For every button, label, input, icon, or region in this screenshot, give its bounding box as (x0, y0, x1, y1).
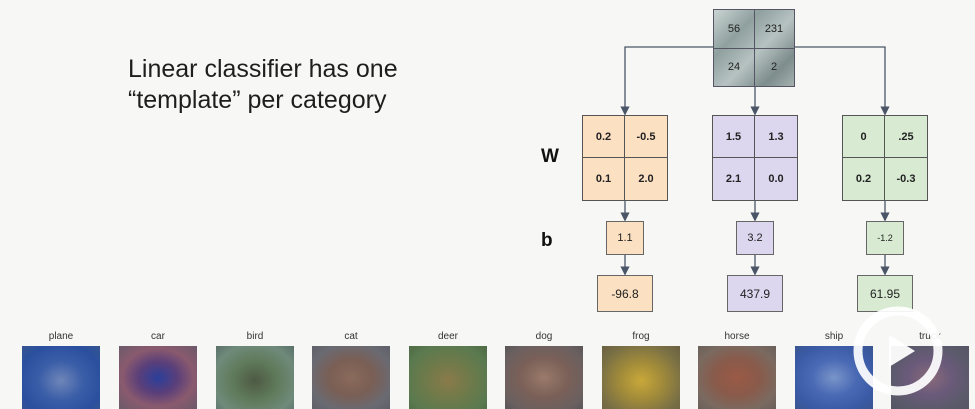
template-horse: horse (698, 328, 776, 409)
template-label: truck (919, 331, 941, 342)
template-dog: dog (505, 328, 583, 409)
score-box-class-3: 61.95 (857, 275, 913, 312)
weight-cell: -0.3 (896, 173, 916, 185)
template-image (22, 346, 100, 409)
template-image (698, 346, 776, 409)
weight-matrix-class-3: 0 .25 0.2 -0.3 (842, 115, 928, 201)
template-car: car (119, 328, 197, 409)
pixel-value: 56 (727, 23, 741, 35)
template-image (602, 346, 680, 409)
weight-matrix-class-2: 1.5 1.3 2.1 0.0 (712, 115, 798, 201)
template-image (409, 346, 487, 409)
template-label: dog (535, 331, 553, 342)
score-box-class-1: -96.8 (597, 275, 653, 312)
template-label: ship (824, 331, 844, 342)
template-label: frog (632, 331, 650, 342)
template-frog: frog (602, 328, 680, 409)
template-plane: plane (22, 328, 100, 409)
template-bird: bird (216, 328, 294, 409)
template-image (216, 346, 294, 409)
headline: Linear classifier has one “template” per… (128, 54, 458, 116)
weights-label: W (541, 146, 559, 167)
input-image: 56 231 24 2 (713, 9, 795, 87)
pixel-value: 231 (764, 23, 784, 35)
bias-label: b (541, 230, 553, 251)
pixel-value: 24 (727, 61, 741, 73)
weight-cell: 0 (843, 116, 885, 158)
branch-line (620, 46, 713, 116)
headline-line-2: “template” per category (128, 86, 387, 114)
bias-box-class-1: 1.1 (606, 221, 644, 255)
template-label: horse (724, 331, 750, 342)
weight-cell: 0.2 (583, 116, 625, 158)
template-label: deer (437, 331, 458, 342)
template-label: cat (344, 331, 358, 342)
template-image (505, 346, 583, 409)
weight-cell: .25 (885, 116, 927, 158)
weight-cell: 2.0 (638, 173, 654, 185)
template-label: plane (48, 331, 74, 342)
weight-cell: -0.5 (625, 116, 667, 158)
weight-cell: 0.1 (583, 158, 625, 200)
weight-cell: 0.0 (768, 173, 784, 185)
pixel-value: 2 (770, 61, 778, 73)
bias-box-class-3: -1.2 (866, 221, 904, 255)
branch-line (795, 46, 890, 116)
weight-matrix-class-1: 0.2 -0.5 0.1 2.0 (582, 115, 668, 201)
template-label: car (151, 331, 165, 342)
weight-cell: 1.3 (755, 116, 797, 158)
bias-box-class-2: 3.2 (736, 221, 774, 255)
weight-cell: 2.1 (713, 158, 755, 200)
score-box-class-2: 437.9 (727, 275, 783, 312)
template-cat: cat (312, 328, 390, 409)
template-strip: plane car bird cat deer dog frog horse (22, 328, 975, 409)
template-image (119, 346, 197, 409)
weight-cell: 1.5 (713, 116, 755, 158)
weight-cell: 0.2 (843, 158, 885, 200)
template-image (312, 346, 390, 409)
template-label: bird (246, 331, 264, 342)
headline-line-1: Linear classifier has one (128, 55, 398, 83)
template-deer: deer (409, 328, 487, 409)
play-icon[interactable] (852, 305, 944, 397)
